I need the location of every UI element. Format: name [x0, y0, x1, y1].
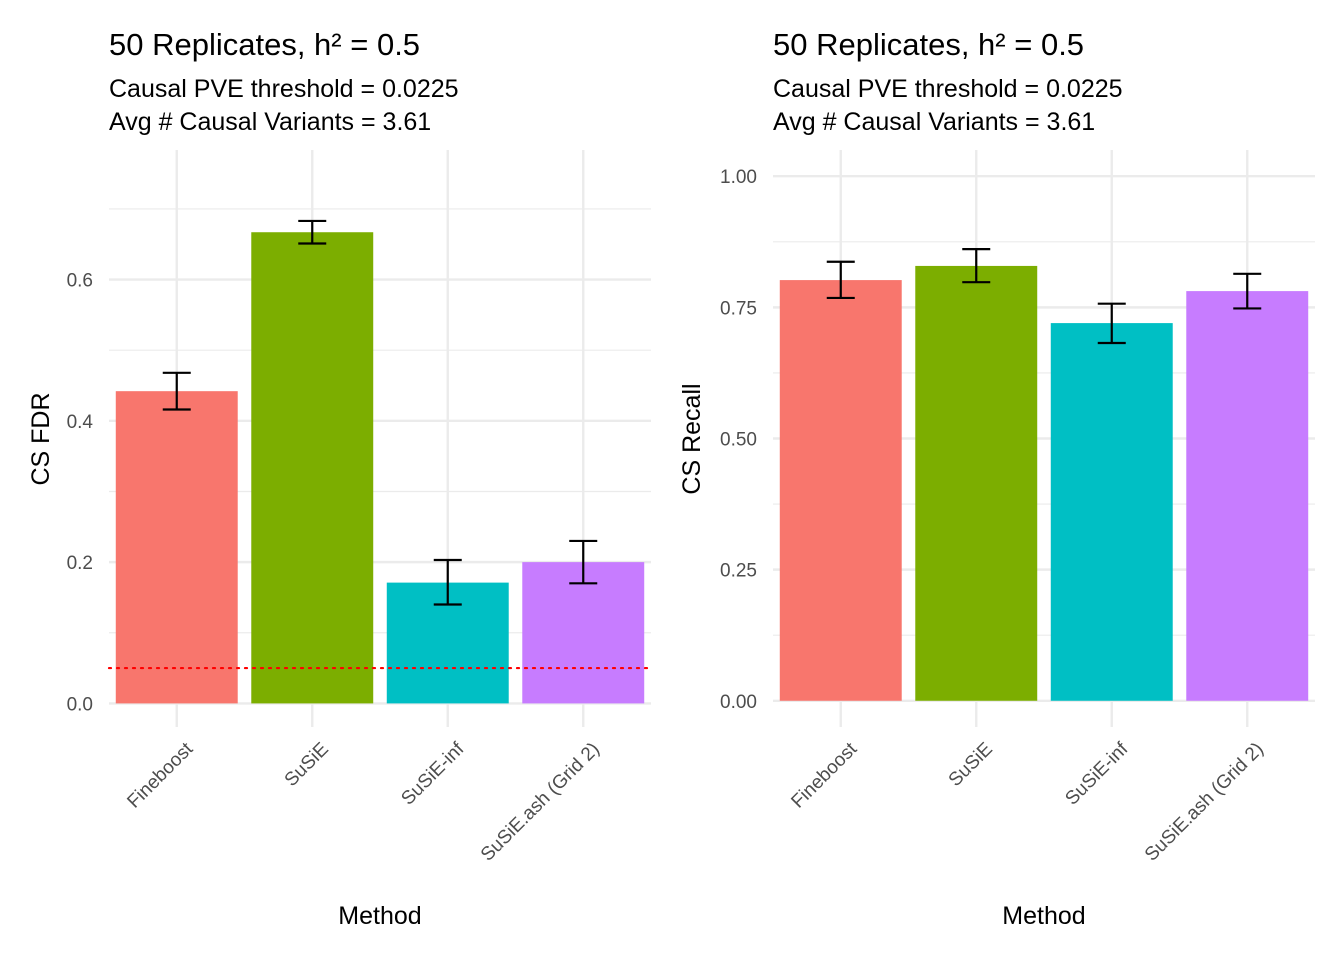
- y-axis-title: CS Recall: [678, 383, 706, 494]
- x-tick-label: SuSiE.ash (Grid 2): [477, 739, 604, 866]
- bar: [915, 265, 1038, 701]
- bar: [779, 280, 902, 701]
- x-axis-title: Method: [1002, 902, 1085, 930]
- y-tick-label: 0.25: [720, 561, 757, 582]
- error-bar: [569, 539, 598, 585]
- panel-subtitle-line-1: Causal PVE threshold = 0.0225: [773, 75, 1123, 103]
- bar: [1050, 323, 1173, 701]
- y-tick-label: 1.00: [720, 167, 757, 188]
- panel-recall: 50 Replicates, h² = 0.5 Causal PVE thres…: [678, 27, 1315, 930]
- panel-subtitle-line-1: Causal PVE threshold = 0.0225: [109, 75, 459, 103]
- error-bar: [433, 558, 462, 606]
- x-tick-label: SuSiE: [945, 739, 997, 791]
- y-tick-label: 0.50: [720, 430, 757, 451]
- y-tick-label: 0.6: [67, 271, 93, 292]
- panel-title: 50 Replicates, h² = 0.5: [109, 27, 420, 62]
- x-tick-label: Fineboost: [787, 738, 861, 812]
- plot-area: 0.00 0.25 0.50 0.75 1.00 Fineboost SuSiE SuSiE-…: [720, 150, 1315, 866]
- x-tick-label: Fineboost: [123, 738, 197, 812]
- error-bar: [162, 371, 191, 411]
- x-tick-label: SuSiE-inf: [1061, 738, 1132, 809]
- bar: [522, 562, 645, 704]
- error-bar: [962, 248, 991, 284]
- y-tick-label: 0.75: [720, 298, 757, 319]
- error-bar: [826, 260, 855, 300]
- bar: [251, 232, 374, 704]
- x-tick-label: SuSiE: [281, 739, 333, 791]
- panel-subtitle-line-2: Avg # Causal Variants = 3.61: [109, 108, 431, 136]
- y-tick-label: 0.4: [67, 412, 94, 433]
- y-tick-label: 0.2: [67, 553, 93, 574]
- error-bar: [1233, 272, 1262, 310]
- y-tick-label: 0.00: [720, 692, 757, 713]
- y-axis-title: CS FDR: [27, 392, 55, 485]
- x-axis-title: Method: [338, 902, 421, 930]
- x-tick-label: SuSiE-inf: [397, 738, 468, 809]
- plot-area: 0.0 0.2 0.4 0.6 Fineboost SuSiE SuSiE-inf SuSiE…: [67, 150, 653, 866]
- error-bar: [298, 219, 327, 245]
- x-tick-label: SuSiE.ash (Grid 2): [1141, 739, 1268, 866]
- panel-fdr: 50 Replicates, h² = 0.5 Causal PVE thres…: [27, 27, 653, 930]
- panel-subtitle-line-2: Avg # Causal Variants = 3.61: [773, 108, 1095, 136]
- panel-title: 50 Replicates, h² = 0.5: [773, 27, 1084, 62]
- error-bar: [1097, 302, 1126, 345]
- bar: [1186, 291, 1309, 701]
- bar: [115, 391, 238, 704]
- y-tick-label: 0.0: [67, 694, 93, 715]
